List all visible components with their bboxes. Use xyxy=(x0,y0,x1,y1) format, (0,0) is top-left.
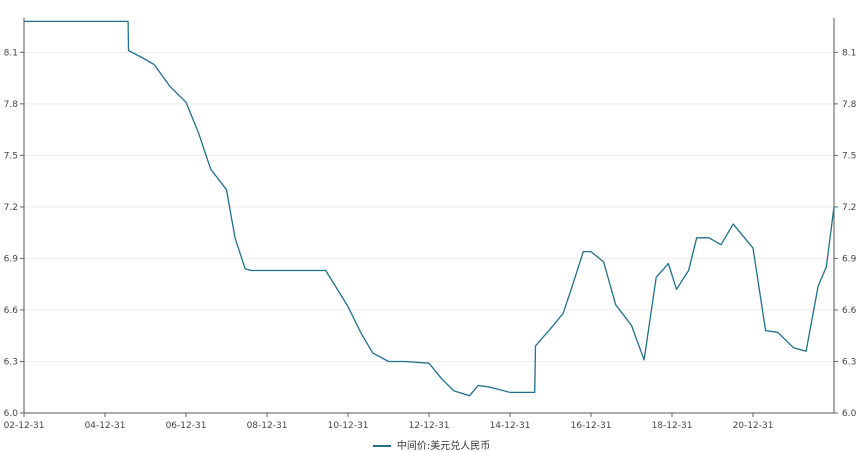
x-tick-label: 04-12-31 xyxy=(85,421,126,431)
y-tick-label-left: 8.1 xyxy=(4,48,18,58)
y-tick-label-right: 6.6 xyxy=(842,306,857,316)
x-tick-label: 02-12-31 xyxy=(4,421,45,431)
y-tick-label-left: 7.8 xyxy=(4,100,19,110)
x-tick-label: 12-12-31 xyxy=(409,421,450,431)
y-tick-label-left: 6.6 xyxy=(4,306,19,316)
x-tick-label: 16-12-31 xyxy=(571,421,612,431)
y-tick-label-left: 6.9 xyxy=(4,254,19,264)
legend-swatch xyxy=(372,445,391,447)
y-tick-label-right: 7.2 xyxy=(842,203,856,213)
y-tick-label-right: 8.1 xyxy=(842,48,856,58)
legend-label: 中间价:美元兑人民币 xyxy=(396,441,491,452)
y-tick-label-right: 6.0 xyxy=(842,409,857,419)
x-tick-label: 10-12-31 xyxy=(328,421,369,431)
y-tick-label-left: 7.2 xyxy=(4,203,18,213)
x-tick-label: 08-12-31 xyxy=(247,421,288,431)
x-tick-label: 14-12-31 xyxy=(490,421,531,431)
y-tick-label-right: 6.9 xyxy=(842,254,857,264)
y-tick-label-left: 6.0 xyxy=(4,409,19,419)
y-tick-label-left: 7.5 xyxy=(4,151,18,161)
y-tick-label-right: 7.8 xyxy=(842,100,857,110)
x-tick-label: 18-12-31 xyxy=(652,421,693,431)
legend[interactable]: 中间价:美元兑人民币 xyxy=(0,437,863,452)
series-line xyxy=(24,20,835,397)
y-tick-label-right: 6.3 xyxy=(842,357,856,367)
x-tick-label: 06-12-31 xyxy=(166,421,207,431)
x-tick-label: 20-12-31 xyxy=(733,421,774,431)
y-tick-label-right: 7.5 xyxy=(842,151,856,161)
y-tick-label-left: 6.3 xyxy=(4,357,18,367)
